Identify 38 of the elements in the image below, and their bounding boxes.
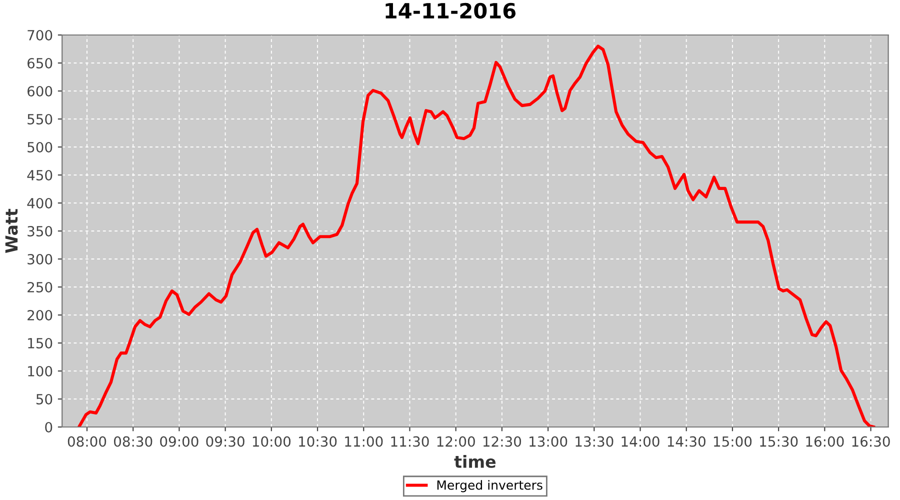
x-tick-label: 10:00 (252, 436, 291, 447)
y-tick-label: 150 (28, 338, 52, 348)
x-tick-label: 13:30 (576, 436, 614, 447)
x-tick-label: 09:00 (160, 436, 198, 447)
x-tick-label: 11:30 (391, 436, 429, 447)
x-tick-label: 13:00 (530, 436, 568, 447)
line-series (77, 44, 876, 427)
y-tick-label: 100 (28, 366, 52, 376)
y-tick-label: 200 (28, 310, 52, 320)
x-tick-label: 14:30 (668, 436, 706, 447)
y-tick-label: 700 (28, 30, 52, 40)
x-tick-label: 12:00 (437, 436, 475, 447)
y-tick-label: 400 (27, 198, 52, 208)
x-tick-label: 08:00 (68, 436, 106, 447)
y-tick-label: 0 (45, 422, 52, 432)
legend-label: Merged inverters (437, 480, 542, 492)
x-tick-label: 15:00 (714, 436, 752, 447)
y-tick-label: 550 (28, 114, 52, 124)
y-tick-label: 600 (28, 86, 52, 96)
y-tick-label: 450 (27, 170, 52, 180)
x-tick-label: 15:30 (760, 436, 798, 447)
x-tick-label: 11:00 (345, 436, 383, 447)
y-tick-label: 300 (28, 254, 52, 264)
x-tick-label: 08:30 (114, 436, 152, 447)
x-tick-label: 10:30 (299, 436, 337, 447)
y-tick-label: 500 (28, 142, 52, 152)
x-tick-label: 16:30 (852, 436, 890, 447)
y-tick-label: 50 (36, 394, 52, 404)
x-tick-label: 09:30 (206, 436, 244, 447)
chart-title: 14-11-2016 (386, 2, 516, 19)
y-tick-label: 650 (28, 58, 52, 68)
y-axis-title: Watt (5, 208, 18, 253)
x-axis-title: time (454, 455, 496, 468)
y-tick-label: 250 (28, 282, 52, 292)
x-tick-label: 12:30 (483, 436, 522, 447)
y-tick-label: 350 (28, 226, 52, 236)
x-tick-label: 16:00 (806, 436, 844, 447)
x-tick-label: 14:00 (622, 436, 660, 447)
